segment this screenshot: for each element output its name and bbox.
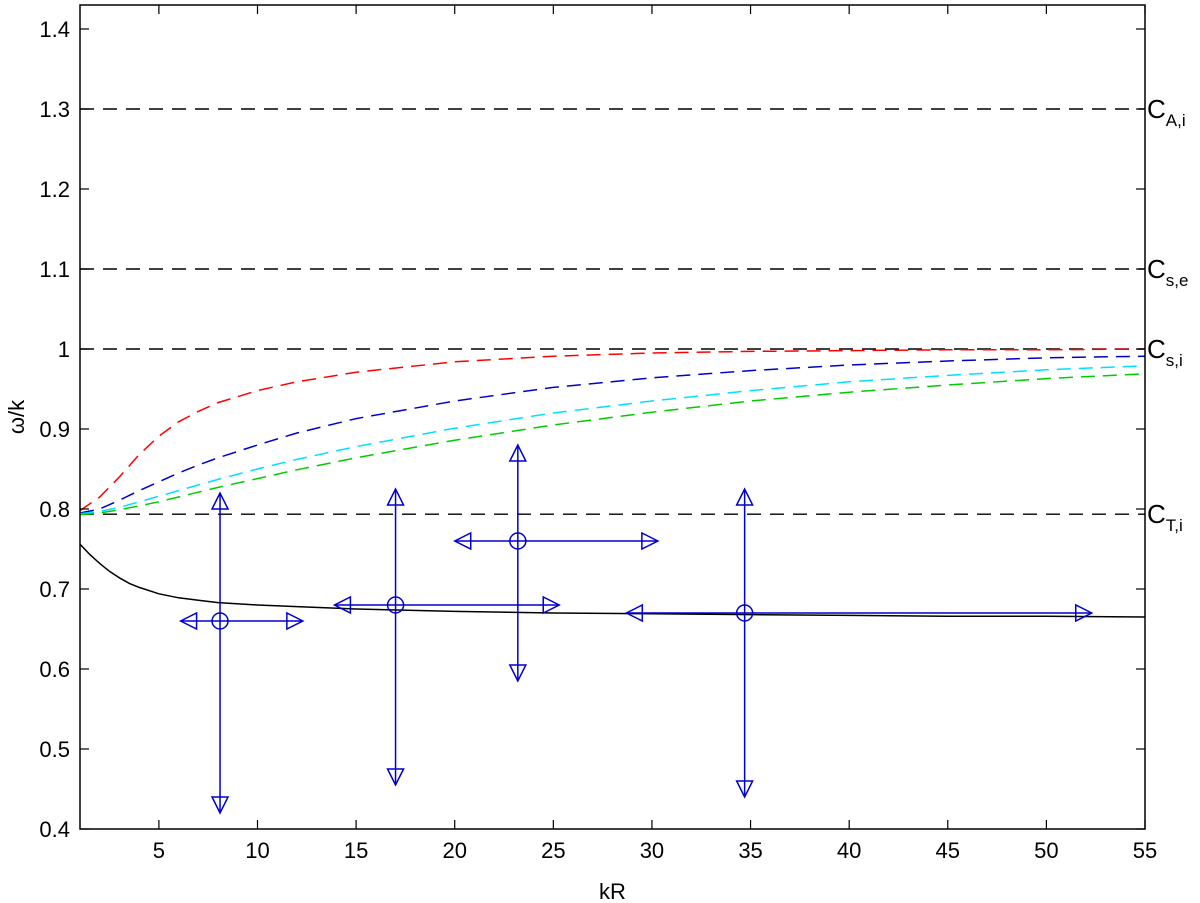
data-point-marker	[211, 612, 229, 630]
y-tick-label: 0.6	[39, 657, 70, 682]
reference-line-label: Cs,i	[1147, 334, 1183, 370]
reference-line-label: CT,i	[1147, 499, 1183, 535]
arrowhead-down	[210, 796, 230, 815]
reference-line-label: CA,i	[1147, 94, 1186, 130]
y-tick-label: 1.2	[39, 177, 70, 202]
reference-line-subscript: s,e	[1166, 271, 1189, 290]
x-tick-label: 30	[640, 838, 664, 863]
x-tick-label: 55	[1133, 838, 1157, 863]
series-line	[79, 543, 1146, 618]
reference-line-label: Cs,e	[1147, 254, 1188, 290]
reference-lines	[80, 108, 1145, 515]
x-tick-label: 5	[153, 838, 165, 863]
x-tick-label: 20	[442, 838, 466, 863]
arrowhead-up	[210, 491, 230, 510]
arrowhead-up	[508, 443, 528, 462]
y-tick-label: 1.3	[39, 97, 70, 122]
arrowhead-right	[1075, 603, 1094, 623]
x-axis-label: kR	[599, 879, 626, 903]
data-point-marker	[509, 532, 527, 550]
y-tick-label: 0.5	[39, 737, 70, 762]
arrowhead-right	[286, 611, 305, 631]
data-point-marker	[735, 604, 754, 622]
axis-ticks	[80, 5, 1146, 830]
x-tick-label: 35	[738, 838, 762, 863]
x-tick-label: 50	[1034, 838, 1058, 863]
reference-line-subscript: s,i	[1166, 351, 1183, 370]
data-series	[79, 348, 1146, 618]
x-tick-label: 15	[344, 838, 368, 863]
error-crosses	[178, 443, 1094, 815]
arrowhead-down	[508, 664, 528, 683]
y-tick-label: 1	[58, 337, 70, 362]
series-line	[79, 373, 1146, 516]
x-tick-label: 10	[245, 838, 269, 863]
x-tick-label: 45	[936, 838, 960, 863]
y-tick-label: 0.8	[39, 497, 70, 522]
arrowhead-left	[453, 531, 472, 551]
y-axis-label: ω/k	[4, 399, 29, 434]
arrowhead-down	[386, 768, 405, 787]
arrowhead-right	[542, 595, 561, 615]
y-tick-label: 0.7	[39, 577, 70, 602]
arrowhead-up	[735, 487, 754, 506]
y-tick-label: 0.4	[39, 817, 70, 842]
arrowhead-left	[624, 603, 644, 623]
y-tick-label: 0.9	[39, 417, 70, 442]
tick-labels: 5 10 15 20 25 30 35 40 45 50 55 0.4 0.5 0.6 0.7 0.8 0.9 1…	[39, 17, 1157, 863]
arrowhead-right	[641, 531, 660, 551]
arrowhead-left	[332, 595, 352, 615]
reference-line-subscript: T,i	[1166, 516, 1183, 535]
data-point-marker	[386, 596, 405, 614]
arrowhead-up	[386, 487, 405, 506]
arrowhead-left	[178, 611, 198, 631]
arrowhead-down	[735, 780, 754, 799]
reference-line-labels: CA,i Cs,e Cs,i CT,i	[1147, 94, 1188, 535]
series-line	[79, 355, 1146, 514]
reference-line-subscript: A,i	[1166, 111, 1186, 130]
series-line	[79, 365, 1146, 515]
x-tick-label: 40	[837, 838, 861, 863]
y-tick-label: 1.1	[39, 257, 70, 282]
plot-frame	[79, 4, 1146, 830]
series-line	[79, 348, 1146, 512]
x-tick-label: 25	[541, 838, 565, 863]
y-tick-label: 1.4	[39, 17, 70, 42]
